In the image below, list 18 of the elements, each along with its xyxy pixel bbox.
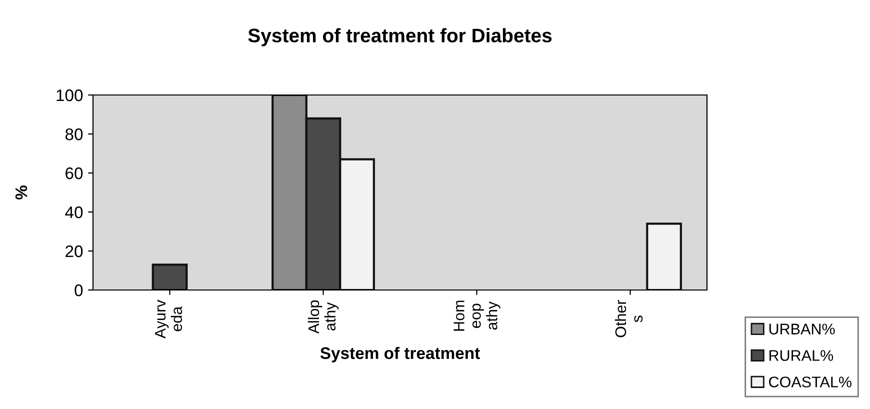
x-tick-label: Allop athy (308, 300, 339, 334)
y-tick-label: 0 (74, 284, 83, 296)
legend-label: URBAN% (769, 324, 835, 334)
y-tick-label: 60 (66, 167, 83, 180)
legend-label: COASTAL% (769, 376, 852, 388)
y-tick-label: 80 (65, 128, 83, 140)
x-tick-label: Ayurv eda (154, 300, 182, 338)
y-tick-label: 100 (56, 89, 83, 102)
y-tick-label: 40 (65, 206, 83, 218)
bar (152, 264, 188, 290)
x-axis-title: System of treatment (320, 346, 480, 362)
y-axis-title: % (15, 186, 28, 200)
chart-title: System of treatment for Diabetes (248, 28, 552, 46)
bar (646, 222, 682, 290)
y-tick-label: 20 (66, 245, 83, 258)
x-tick-label: Other s (614, 300, 643, 338)
x-tick-label: Hom eop athy (454, 300, 500, 331)
legend-label: RURAL% (770, 350, 834, 361)
